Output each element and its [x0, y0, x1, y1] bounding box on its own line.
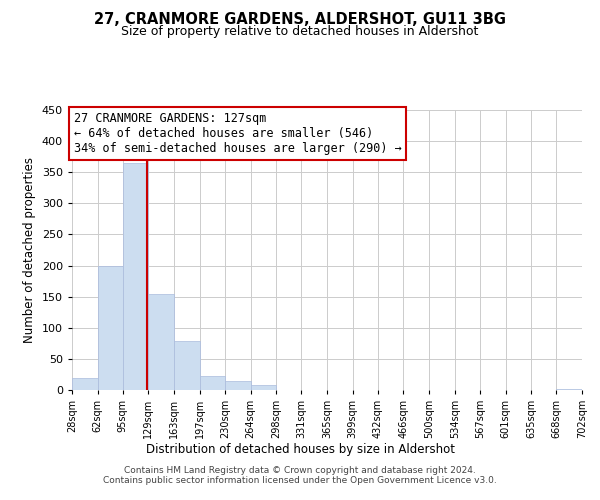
Y-axis label: Number of detached properties: Number of detached properties [23, 157, 36, 343]
Bar [225, 380, 251, 390]
Text: 27, CRANMORE GARDENS, ALDERSHOT, GU11 3BG: 27, CRANMORE GARDENS, ALDERSHOT, GU11 3B… [94, 12, 506, 28]
Bar [72, 378, 98, 390]
Text: Size of property relative to detached houses in Aldershot: Size of property relative to detached ho… [121, 25, 479, 38]
Text: 27 CRANMORE GARDENS: 127sqm
← 64% of detached houses are smaller (546)
34% of se: 27 CRANMORE GARDENS: 127sqm ← 64% of det… [74, 112, 401, 155]
Text: Distribution of detached houses by size in Aldershot: Distribution of detached houses by size … [146, 442, 455, 456]
Bar [148, 294, 174, 390]
Bar [200, 376, 225, 390]
Text: Contains public sector information licensed under the Open Government Licence v3: Contains public sector information licen… [103, 476, 497, 485]
Bar [556, 389, 582, 390]
Text: Contains HM Land Registry data © Crown copyright and database right 2024.: Contains HM Land Registry data © Crown c… [124, 466, 476, 475]
Bar [122, 163, 148, 390]
Bar [251, 385, 277, 390]
Bar [174, 342, 200, 390]
Bar [98, 266, 122, 390]
